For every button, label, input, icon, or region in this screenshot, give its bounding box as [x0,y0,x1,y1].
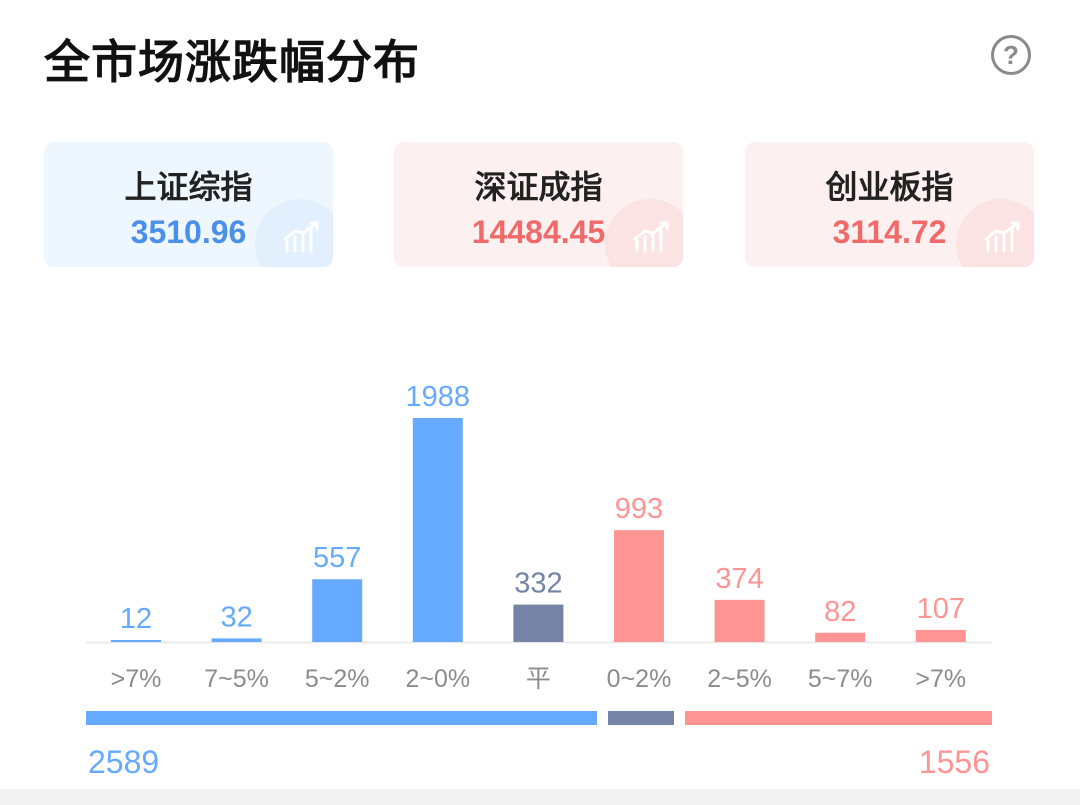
bar [714,599,765,642]
down-proportion-bar [86,711,598,725]
category-tick-label: 5~2% [305,665,370,693]
category-tick-label: 平 [526,665,551,693]
bar [513,604,564,642]
index-card-shanghai[interactable]: 上证综指 3510.96 [44,142,333,267]
bar [111,640,161,642]
bar-value-label: 374 [715,563,763,595]
footer-divider [0,789,1080,805]
bar-value-label: 12 [120,603,152,635]
bar [815,632,866,642]
index-name: 深证成指 [474,168,603,206]
category-tick-label: 2~5% [707,665,772,693]
category-tick-label: 5~7% [808,665,873,693]
bar-value-label: 1988 [406,381,471,413]
up-proportion-bar [684,711,992,725]
trend-chart-icon [633,221,669,253]
category-tick-label: 7~5% [204,665,269,693]
bar [614,530,664,642]
bar [211,638,262,642]
index-name: 创业板指 [825,168,954,206]
up-total: 1556 [918,744,990,780]
category-tick-label: 0~2% [607,665,672,693]
bar-value-label: 107 [917,593,965,625]
bar-value-label: 557 [313,542,361,574]
bar-value-label: 82 [824,596,856,628]
category-tick-label: 2~0% [405,665,470,693]
bar-value-label: 993 [615,493,663,525]
bar [312,579,363,642]
index-card-shenzhen[interactable]: 深证成指 14484.45 [394,142,683,267]
bar [412,418,463,642]
index-value: 3114.72 [832,214,947,250]
bar-value-label: 332 [514,568,562,600]
index-card-chinext[interactable]: 创业板指 3114.72 [745,142,1034,267]
index-value: 3510.96 [130,214,247,250]
category-tick-label: >7% [111,665,162,693]
category-tick-label: >7% [915,665,966,693]
bar-value-label: 32 [220,601,252,633]
index-value: 14484.45 [471,214,606,250]
bar [915,629,966,642]
down-total: 2589 [88,744,160,780]
flat-proportion-bar [608,711,674,725]
trend-chart-icon [283,221,319,253]
index-name: 上证综指 [124,168,253,206]
page-title: 全市场涨跌幅分布 [44,35,420,89]
question-circle-icon[interactable]: ? [991,35,1031,75]
trend-chart-icon [984,221,1020,253]
